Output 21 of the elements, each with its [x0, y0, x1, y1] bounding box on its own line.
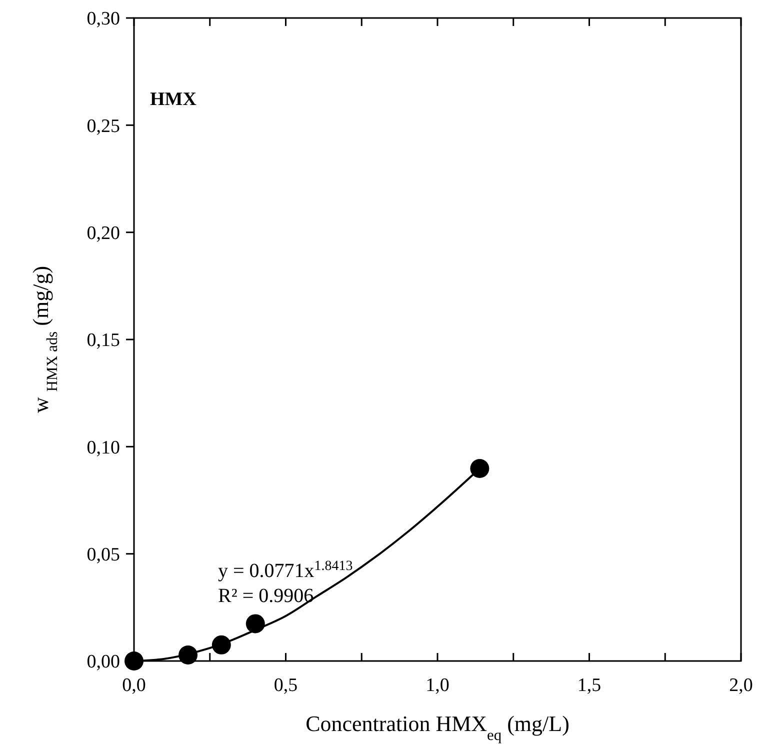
- annotation: R² = 0.9906: [218, 585, 314, 607]
- x-tick-label: 0,5: [274, 675, 298, 696]
- point: [470, 459, 490, 478]
- y-tick-label: 0,20: [86, 222, 120, 244]
- y-tick-label: 0,15: [86, 330, 120, 352]
- point: [246, 614, 265, 634]
- annotation: y = 0.0771x$^{1.8413}$: [218, 558, 353, 582]
- y-tick-label: 0,10: [86, 437, 120, 458]
- x-tick-label: 1,5: [577, 675, 602, 696]
- y-tick-label: 0,05: [86, 544, 120, 566]
- x-axis-title: Concentration HMX$_{eq}$ (mg/L): [306, 711, 570, 744]
- text: HMX: [150, 89, 197, 110]
- point: [124, 652, 144, 670]
- y-tick-label: 0,00: [86, 652, 120, 673]
- x-tick-label: 0,0: [122, 675, 146, 696]
- y-tick-label: 0,25: [86, 116, 120, 137]
- x-tick-label: 1,0: [426, 675, 450, 696]
- y-tick-label: 0,30: [86, 8, 120, 30]
- point: [178, 646, 198, 664]
- x-tick-label: 2,0: [729, 675, 753, 696]
- point: [212, 635, 231, 654]
